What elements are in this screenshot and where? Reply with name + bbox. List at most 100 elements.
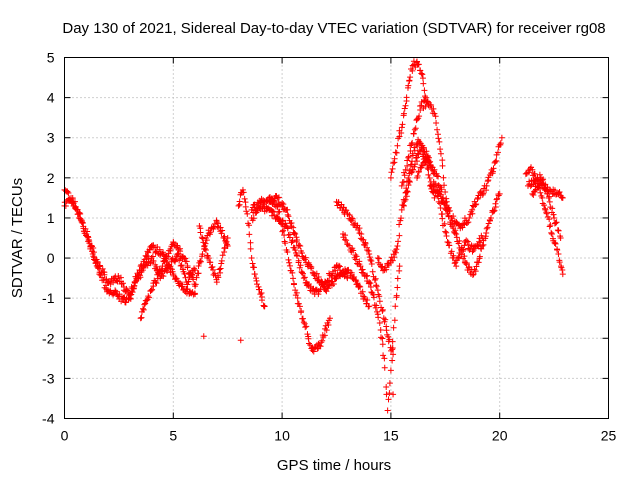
data-point xyxy=(154,271,161,278)
data-point xyxy=(305,281,312,288)
data-point xyxy=(393,246,400,253)
data-point xyxy=(388,169,395,176)
data-point xyxy=(428,101,435,108)
data-point xyxy=(85,238,92,245)
data-point xyxy=(393,149,400,156)
data-point xyxy=(126,295,133,302)
data-point xyxy=(153,280,160,287)
data-point xyxy=(392,303,399,310)
data-point xyxy=(323,327,330,334)
data-point xyxy=(379,341,386,348)
data-point xyxy=(443,232,450,239)
data-point xyxy=(367,256,374,263)
data-point xyxy=(473,263,480,270)
data-point xyxy=(207,259,214,266)
data-point xyxy=(394,142,401,149)
data-point xyxy=(343,237,350,244)
data-point xyxy=(345,242,352,249)
data-point xyxy=(362,240,369,247)
data-point xyxy=(414,172,421,179)
data-point xyxy=(391,155,398,162)
data-point xyxy=(369,268,376,275)
data-point xyxy=(439,162,446,169)
data-point xyxy=(183,258,190,265)
data-point xyxy=(550,211,557,218)
data-point xyxy=(308,264,315,271)
outlier-point xyxy=(200,333,207,340)
data-point xyxy=(426,158,433,165)
data-point xyxy=(535,184,542,191)
data-point xyxy=(192,267,199,274)
data-point xyxy=(357,283,364,290)
data-point xyxy=(305,340,312,347)
data-point xyxy=(379,306,386,313)
data-point xyxy=(442,189,449,196)
data-point xyxy=(261,303,268,310)
data-point xyxy=(543,210,550,217)
data-point xyxy=(403,94,410,101)
data-point xyxy=(310,348,317,355)
data-point xyxy=(348,269,355,276)
data-point xyxy=(192,291,199,298)
data-point xyxy=(422,94,429,101)
y-tick-label: -4 xyxy=(42,411,55,427)
data-point xyxy=(159,263,166,270)
data-point xyxy=(90,249,97,256)
data-point xyxy=(382,316,389,323)
data-point xyxy=(96,262,103,269)
data-point xyxy=(280,201,287,208)
outlier-point xyxy=(390,391,397,398)
data-point xyxy=(412,154,419,161)
data-point xyxy=(421,87,428,94)
data-point xyxy=(297,309,304,316)
data-point xyxy=(284,225,291,232)
data-point xyxy=(386,390,393,397)
data-point xyxy=(332,275,339,282)
data-point xyxy=(398,215,405,222)
x-tick-label: 20 xyxy=(492,428,508,444)
data-point xyxy=(294,253,301,260)
data-point xyxy=(398,129,405,136)
data-point xyxy=(420,80,427,87)
data-point xyxy=(546,193,553,200)
data-point xyxy=(389,357,396,364)
data-point xyxy=(402,102,409,109)
data-point xyxy=(380,267,387,274)
data-point xyxy=(203,237,210,244)
data-point xyxy=(475,259,482,266)
data-point xyxy=(141,301,148,308)
data-point xyxy=(286,262,293,269)
data-point xyxy=(246,222,253,229)
data-point xyxy=(391,317,398,324)
data-point xyxy=(78,218,85,225)
data-point xyxy=(244,210,251,217)
data-point xyxy=(350,247,357,254)
data-point xyxy=(400,110,407,117)
data-point xyxy=(314,345,321,352)
data-point xyxy=(379,263,386,270)
data-point xyxy=(465,264,472,271)
y-tick-label: 0 xyxy=(47,250,55,266)
data-point xyxy=(419,71,426,78)
data-point xyxy=(424,165,431,172)
data-point xyxy=(536,171,543,178)
data-point xyxy=(405,154,412,161)
data-point xyxy=(174,242,181,249)
data-point xyxy=(296,303,303,310)
data-point xyxy=(240,189,247,196)
data-point xyxy=(282,240,289,247)
data-point xyxy=(440,174,447,181)
data-point xyxy=(349,215,356,222)
data-point xyxy=(394,243,401,250)
data-point xyxy=(364,247,371,254)
data-point xyxy=(530,192,537,199)
x-tick-label: 10 xyxy=(274,428,290,444)
data-point xyxy=(479,243,486,250)
data-point xyxy=(90,253,97,260)
data-point xyxy=(401,198,408,205)
data-point xyxy=(356,283,363,290)
data-point xyxy=(480,190,487,197)
data-point xyxy=(437,191,444,198)
data-point xyxy=(389,257,396,264)
